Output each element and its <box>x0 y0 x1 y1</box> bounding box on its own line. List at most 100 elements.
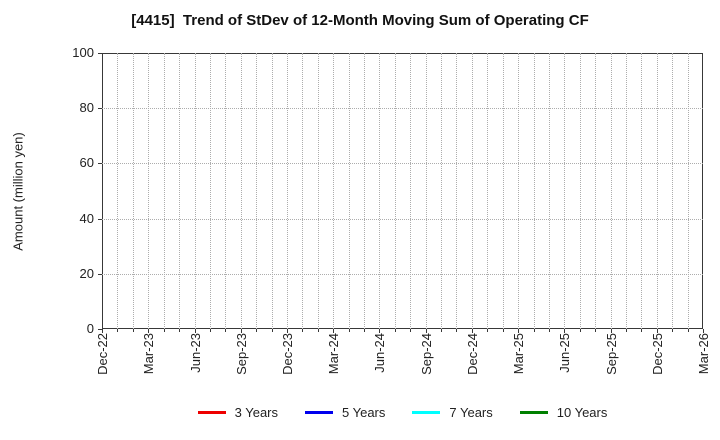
x-tick-mark <box>364 329 365 332</box>
v-gridline <box>286 53 288 329</box>
x-tick-mark <box>564 329 566 333</box>
v-gridline <box>271 53 273 329</box>
x-tick-mark <box>194 329 196 333</box>
v-gridline <box>656 53 658 329</box>
v-gridline <box>348 53 350 329</box>
v-gridline <box>379 53 381 329</box>
v-gridline <box>163 53 165 329</box>
h-gridline <box>102 163 703 165</box>
v-gridline <box>132 53 134 329</box>
x-tick-label: Mar-25 <box>511 333 527 375</box>
legend-item: 5 Years <box>305 405 385 420</box>
x-tick-label: Mar-24 <box>326 333 342 375</box>
legend-label: 7 Years <box>449 405 493 420</box>
x-tick-mark <box>471 329 473 333</box>
x-tick-mark <box>625 329 627 332</box>
v-gridline <box>256 53 258 329</box>
legend-item: 10 Years <box>519 405 608 420</box>
x-tick-mark <box>502 329 504 332</box>
legend-line-swatch <box>197 411 226 414</box>
v-gridline <box>209 53 211 329</box>
x-tick-mark <box>518 329 520 333</box>
v-gridline <box>456 53 458 329</box>
x-tick-label: Dec-23 <box>279 333 295 375</box>
x-tick-label: Mar-26 <box>696 333 711 375</box>
x-tick-mark <box>672 329 674 332</box>
v-gridline <box>394 53 396 329</box>
x-tick-mark <box>148 329 150 333</box>
y-tick-mark <box>98 108 102 110</box>
v-gridline <box>117 53 119 329</box>
v-gridline <box>317 53 319 329</box>
legend-line-swatch <box>305 411 333 414</box>
v-gridline <box>502 53 504 329</box>
y-tick-label: 20 <box>79 265 94 281</box>
h-gridline <box>102 273 703 275</box>
plot-frame <box>102 53 703 329</box>
v-gridline <box>194 53 196 329</box>
legend-line-swatch <box>412 411 441 414</box>
v-gridline <box>471 53 473 329</box>
v-gridline <box>425 53 427 329</box>
v-gridline <box>487 53 489 329</box>
v-gridline <box>240 53 242 329</box>
x-tick-mark <box>425 329 427 333</box>
legend-label: 5 Years <box>342 405 386 420</box>
x-tick-mark <box>179 329 181 332</box>
x-tick-mark <box>317 329 319 332</box>
v-gridline <box>610 53 612 329</box>
legend-line-swatch <box>519 411 548 414</box>
y-tick-mark <box>98 163 102 165</box>
y-tick-label: 100 <box>72 45 94 60</box>
x-tick-label: Jun-23 <box>187 333 203 373</box>
v-gridline <box>441 53 442 329</box>
v-gridline <box>672 53 674 329</box>
v-gridline <box>595 53 597 329</box>
x-tick-mark <box>286 329 288 333</box>
x-tick-mark <box>271 329 273 332</box>
x-tick-label: Dec-24 <box>464 333 480 375</box>
x-tick-mark <box>656 329 658 333</box>
v-gridline <box>148 53 150 329</box>
x-tick-mark <box>102 329 103 333</box>
y-tick-label: 40 <box>79 210 94 226</box>
x-tick-mark <box>302 329 304 332</box>
x-tick-mark <box>132 329 134 332</box>
x-tick-mark <box>595 329 597 332</box>
legend-item: 7 Years <box>412 405 493 420</box>
x-tick-label: Mar-23 <box>141 333 157 375</box>
x-tick-mark <box>410 329 412 332</box>
x-tick-mark <box>579 329 581 332</box>
v-gridline <box>579 53 581 329</box>
h-gridline <box>102 218 703 220</box>
v-gridline <box>225 53 227 329</box>
v-gridline <box>533 53 535 329</box>
x-tick-label: Dec-25 <box>649 333 665 375</box>
x-tick-label: Dec-22 <box>95 333 110 375</box>
v-gridline <box>564 53 566 329</box>
x-tick-mark <box>240 329 242 333</box>
v-gridline <box>179 53 181 329</box>
v-gridline <box>333 53 335 329</box>
chart-title: [4415] Trend of StDev of 12-Month Moving… <box>131 12 589 29</box>
x-tick-mark <box>548 329 550 332</box>
x-tick-mark <box>533 329 535 332</box>
h-gridline <box>102 108 703 110</box>
y-tick-label: 60 <box>79 155 94 171</box>
y-tick-label: 0 <box>86 321 94 336</box>
x-tick-mark <box>379 329 381 333</box>
v-gridline <box>410 53 412 329</box>
v-gridline <box>302 53 304 329</box>
y-tick-mark <box>98 273 102 275</box>
x-tick-mark <box>225 329 227 332</box>
v-gridline <box>687 53 689 329</box>
x-tick-mark <box>348 329 350 332</box>
x-tick-mark <box>333 329 335 333</box>
legend-label: 10 Years <box>556 405 608 420</box>
y-tick-mark <box>98 329 102 330</box>
x-tick-label: Sep-23 <box>233 333 249 375</box>
x-tick-mark <box>117 329 119 332</box>
v-gridline <box>641 53 643 329</box>
